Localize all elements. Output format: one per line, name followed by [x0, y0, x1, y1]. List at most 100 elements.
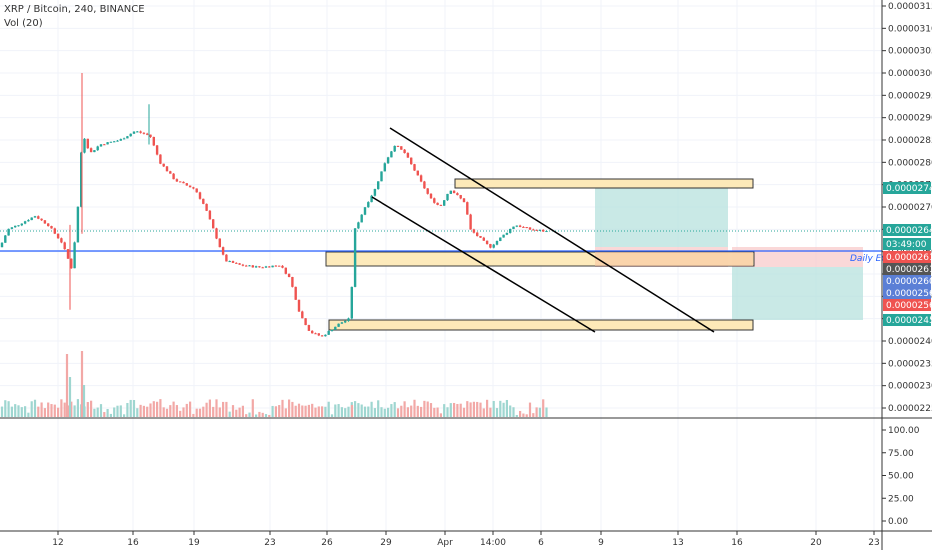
candle-body: [53, 228, 56, 234]
volume-bar: [383, 408, 386, 417]
volume-bar: [106, 408, 109, 417]
candle-body: [60, 238, 63, 243]
candle-body: [136, 131, 139, 133]
volume-bar: [476, 401, 479, 417]
volume-bar: [20, 407, 23, 417]
candle-body: [419, 175, 423, 182]
volume-bar: [433, 407, 436, 417]
candle-body: [27, 220, 30, 222]
candle-body: [443, 200, 446, 206]
candle-body: [245, 265, 248, 267]
volume-bar: [90, 400, 93, 417]
volume-bar: [80, 351, 84, 417]
volume-bar: [182, 407, 185, 417]
candle-body: [386, 157, 390, 164]
candle-body: [119, 139, 122, 141]
volume-bar: [238, 407, 241, 417]
candle-body: [258, 266, 261, 268]
volume-bar: [152, 401, 155, 417]
candle-body: [116, 140, 119, 142]
volume-bar: [40, 402, 43, 417]
volume-bar: [413, 399, 416, 417]
volume-bar: [393, 402, 396, 417]
volume-tick-label: 0.00: [888, 517, 908, 527]
y-tick-label: 0.00002400: [888, 337, 932, 347]
resistance-box: [454, 178, 754, 189]
candle-body: [132, 131, 136, 134]
volume-tick-label: 75.00: [888, 449, 914, 459]
volume-bar: [271, 405, 274, 417]
candle-body: [413, 164, 416, 171]
price-tag-label: 0.00002742: [886, 184, 932, 194]
candle-body: [109, 141, 113, 143]
candle-body: [235, 262, 238, 264]
volume-bar: [542, 399, 545, 417]
volume-bar: [354, 401, 357, 417]
y-tick-label: 0.00002850: [888, 136, 932, 146]
volume-bar: [149, 403, 152, 417]
volume-bar: [248, 412, 251, 417]
candle-body: [528, 227, 532, 230]
volume-bar: [189, 401, 192, 417]
x-tick-label: 23: [868, 538, 879, 548]
volume-bar: [116, 405, 119, 417]
candle-body: [40, 218, 43, 221]
volume-bar: [327, 401, 330, 417]
x-tick-label: 20: [810, 538, 822, 548]
volume-bar: [347, 406, 350, 417]
candle-body: [373, 189, 377, 196]
candle-body: [192, 187, 195, 189]
candle-body: [423, 181, 426, 189]
volume-bar: [324, 406, 327, 417]
channel-lower-line: [371, 196, 596, 333]
volume-bar: [538, 407, 541, 417]
volume-bar: [264, 414, 268, 417]
channel-upper-line: [389, 127, 715, 333]
volume-bar: [27, 412, 30, 417]
overlap-zone: [595, 252, 753, 266]
candle-body: [459, 195, 462, 199]
volume-bar: [314, 407, 317, 417]
candle-body: [205, 203, 208, 211]
volume-bar: [30, 401, 33, 417]
candle-body: [254, 266, 258, 268]
candle-body: [284, 267, 287, 274]
price-tag-box: [883, 314, 931, 326]
x-tick-label: 16: [127, 538, 139, 548]
volume-bar: [132, 400, 136, 417]
volume-bar: [453, 402, 456, 417]
candles: [0, 73, 548, 337]
candle-body: [347, 318, 350, 321]
price-tag-label: 0.00002647: [886, 226, 932, 236]
price-tag-box: [883, 238, 931, 250]
candle-body: [10, 227, 14, 229]
candle-body: [495, 241, 499, 245]
volume-bar: [307, 404, 310, 417]
volume-bar: [456, 403, 459, 417]
candle-body: [462, 198, 466, 203]
candle-body: [515, 225, 518, 227]
candle-body: [47, 223, 50, 227]
volume-bar: [505, 399, 508, 417]
candle-body: [301, 311, 304, 319]
candle-body: [56, 233, 60, 239]
volume-bar: [4, 400, 7, 417]
candle-body: [33, 216, 37, 218]
candle-body: [188, 185, 192, 188]
volume-bar: [179, 410, 182, 417]
volume-bar: [33, 399, 37, 417]
candle-body: [505, 232, 509, 235]
volume-bar: [426, 401, 429, 417]
volume-bar: [76, 399, 79, 417]
volume-indicator-label[interactable]: Vol (20): [4, 18, 43, 29]
candle-body: [185, 183, 188, 186]
volume-bar: [403, 401, 406, 417]
volume-bar: [96, 407, 99, 417]
volume-bar: [0, 406, 4, 417]
symbol-title[interactable]: XRP / Bitcoin, 240, BINANCE: [4, 4, 145, 15]
volume-bar: [462, 407, 466, 417]
volume-bar: [291, 401, 294, 417]
candle-body: [70, 258, 73, 269]
